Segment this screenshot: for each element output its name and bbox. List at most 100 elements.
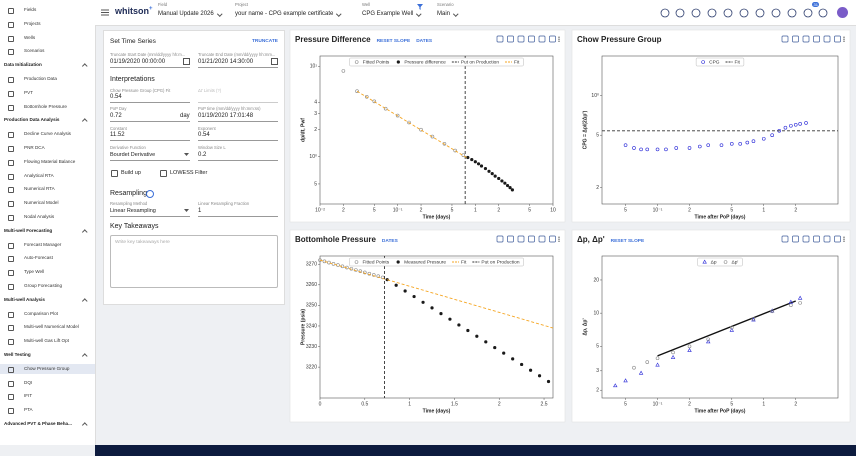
nav-icon	[8, 77, 14, 83]
legend-box	[349, 257, 524, 267]
nav-item[interactable]: Scenarios	[24, 48, 45, 54]
marker	[797, 295, 803, 300]
y-axis-title: Δp, Δp'	[582, 318, 588, 335]
nav-item[interactable]: Auto-Forecast	[24, 255, 53, 261]
nav-item[interactable]: DQI	[24, 379, 33, 385]
toolbar-icon[interactable]	[507, 235, 514, 243]
toolbar-icon[interactable]	[660, 8, 670, 18]
toolbar-icon[interactable]	[549, 235, 556, 243]
toolbar-icon[interactable]	[781, 235, 789, 243]
legend-label: Fit	[735, 59, 741, 65]
nav-item[interactable]: Analytical RTA	[24, 172, 54, 178]
toolbar-icon[interactable]	[803, 8, 813, 18]
toolbar-icon[interactable]	[834, 35, 841, 43]
nav-item[interactable]: Group Forecasting	[24, 283, 63, 288]
x-tick-label: 10⁻¹	[653, 207, 663, 213]
field-value[interactable]: 01/21/2020 14:30:00	[198, 59, 254, 65]
toolbar-icon[interactable]	[496, 235, 504, 243]
toolbar-icon[interactable]	[802, 235, 810, 243]
field-value[interactable]: 0.54	[110, 94, 122, 100]
toolbar-icon[interactable]	[787, 8, 797, 18]
toolbar-icon[interactable]	[813, 35, 820, 43]
toolbar-icon[interactable]	[538, 35, 546, 43]
nav-item[interactable]: PNR DCA	[24, 145, 45, 150]
textarea[interactable]: Write key takeaways here	[110, 235, 278, 288]
calendar-icon[interactable]	[183, 58, 190, 65]
toolbar-icon[interactable]	[823, 235, 831, 243]
field-value[interactable]: 0.54	[198, 132, 210, 138]
nav-item[interactable]: Projects	[24, 20, 41, 26]
truncate-button[interactable]: TRUNCATE	[251, 39, 278, 44]
dropdown-value[interactable]: Bourdet Derivative	[110, 152, 156, 158]
nav-item[interactable]: Nodal Analysis	[24, 214, 55, 219]
nav-item[interactable]: Fields	[24, 7, 37, 12]
avatar[interactable]	[837, 7, 848, 18]
toolbar-icon[interactable]	[834, 235, 841, 243]
toolbar-icon[interactable]	[792, 35, 799, 43]
toolbar-icon[interactable]	[707, 8, 717, 18]
nav-item[interactable]: Chow Pressure Group	[24, 365, 70, 371]
toolbar-icon[interactable]	[538, 235, 546, 243]
toolbar-icon[interactable]	[723, 8, 733, 18]
nav-item[interactable]: Bottomhole Pressure	[24, 103, 67, 109]
nav-item[interactable]: PVT	[24, 89, 33, 95]
toolbar-icon[interactable]	[802, 35, 810, 43]
nav-item[interactable]: PTA	[24, 407, 33, 413]
chart-button[interactable]: DATES	[382, 238, 399, 244]
toolbar-icon[interactable]	[813, 235, 820, 243]
field-value[interactable]: 11.52	[110, 132, 125, 138]
select-value[interactable]: your name - CPG example certificate	[235, 11, 334, 17]
dropdown-value[interactable]: Linear Resampling	[110, 208, 156, 214]
field-value[interactable]: 1	[198, 208, 202, 214]
help-icon[interactable]	[146, 190, 154, 198]
nav-item[interactable]: Production Data	[24, 76, 57, 81]
nav-item[interactable]: Flowing Material Balance	[24, 158, 76, 164]
toolbar-icon[interactable]	[691, 8, 701, 18]
toolbar-icon[interactable]	[792, 235, 799, 243]
checkbox[interactable]	[160, 170, 167, 177]
nav-item[interactable]: Numerical RTA	[24, 186, 55, 192]
toolbar-icon[interactable]	[528, 35, 535, 43]
toolbar-icon[interactable]	[517, 35, 525, 43]
nav-item[interactable]: Numerical Model	[24, 200, 59, 206]
toolbar-icon[interactable]	[781, 35, 789, 43]
toolbar-icon[interactable]	[771, 8, 781, 18]
field-underline	[110, 102, 190, 103]
x-tick-label: 1.5	[451, 401, 458, 407]
field-value[interactable]: 0.2	[198, 152, 207, 158]
nav-item[interactable]: IFIT	[24, 393, 33, 399]
chart-button[interactable]: DATES	[416, 38, 433, 44]
nav-item[interactable]: Comparison Plot	[24, 310, 58, 316]
toolbar-icon[interactable]	[823, 35, 831, 43]
toolbar-icon[interactable]	[528, 235, 535, 243]
toolbar-icon[interactable]	[549, 35, 556, 43]
nav-item[interactable]: Wells	[24, 34, 36, 40]
y-tick-label: 5	[596, 133, 599, 139]
chart-button[interactable]: RESET SLOPE	[377, 38, 411, 44]
nav-item[interactable]: Decline Curve Analysis	[24, 131, 71, 137]
select-value[interactable]: CPG Example Well	[362, 11, 414, 17]
toolbar-icon[interactable]	[675, 8, 685, 18]
field-value[interactable]: 01/19/2020 17:01:48	[198, 113, 254, 119]
toolbar-icon[interactable]	[507, 35, 514, 43]
toolbar-icon[interactable]	[517, 235, 525, 243]
toolbar-icon[interactable]	[818, 8, 828, 18]
calendar-icon[interactable]	[271, 58, 278, 65]
nav-icon	[8, 8, 14, 14]
nav-item[interactable]: Multi-well Numerical Model	[24, 324, 79, 330]
field-value[interactable]: 01/19/2020 00:00:00	[110, 59, 166, 65]
nav-item[interactable]: Type Well	[24, 269, 45, 275]
nav-item[interactable]: Multi-well Gas Lift Opt	[24, 338, 69, 344]
chart-button[interactable]: RESET SLOPE	[611, 238, 645, 244]
x-tick-label: 5	[373, 207, 376, 213]
toolbar-icon[interactable]	[496, 35, 504, 43]
menu-icon[interactable]	[101, 9, 109, 16]
field-value[interactable]: 0.72	[110, 113, 122, 119]
toolbar-icon[interactable]	[755, 8, 765, 18]
filter-icon[interactable]	[417, 4, 423, 10]
select-value[interactable]: Main	[437, 11, 451, 17]
select-value[interactable]: Manual Update 2026	[158, 11, 214, 17]
toolbar-icon[interactable]	[739, 8, 749, 18]
nav-item[interactable]: Forecast Manager	[24, 241, 62, 247]
checkbox[interactable]	[111, 170, 118, 177]
